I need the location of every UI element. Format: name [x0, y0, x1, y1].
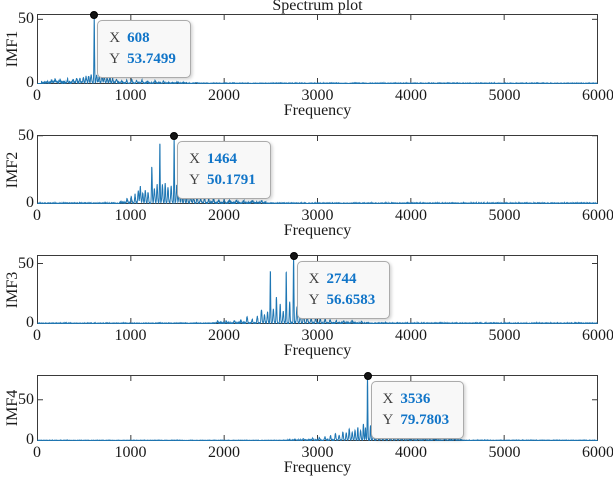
- x-tick-label: 4000: [395, 327, 427, 344]
- datatip-y-value: 53.7499: [127, 50, 176, 67]
- x-tick-label: 1000: [114, 207, 147, 224]
- x-tick-label: 5000: [488, 87, 521, 104]
- spectrum-chart-imf4: [37, 375, 598, 441]
- y-tick-label-50: 50: [18, 10, 34, 28]
- spectrum-chart-imf2: [37, 135, 598, 204]
- x-tick-label: 2000: [208, 327, 240, 344]
- x-tick-label: 4000: [395, 207, 427, 224]
- y-tick-label-50: 50: [18, 126, 34, 144]
- x-tick-label: 0: [33, 327, 41, 344]
- x-tick-label: 0: [33, 207, 41, 224]
- datatip[interactable]: X 3536 Y 79.7803: [370, 380, 465, 439]
- y-tick-label-50: 50: [18, 390, 34, 408]
- datatip-x-label: X: [189, 150, 200, 167]
- y-tick-label-0: 0: [26, 314, 34, 331]
- datatip-y-value: 56.6583: [326, 291, 376, 308]
- x-tick-label: 1000: [114, 87, 147, 104]
- y-tick-label-0: 0: [26, 74, 34, 91]
- x-tick-label: 6000: [582, 327, 613, 344]
- datatip-x-value: 3536: [400, 390, 431, 407]
- x-tick-labels: 0 1000 2000 3000 4000 5000 6000: [33, 207, 613, 224]
- x-tick-label: 5000: [488, 327, 521, 344]
- y-tick-label-0: 0: [26, 431, 34, 448]
- datatip[interactable]: X 1464 Y 50.1791: [177, 140, 271, 199]
- x-axis-label: Frequency: [283, 102, 352, 119]
- datatip-y-value: 79.7803: [400, 411, 450, 428]
- datatip-x-label: X: [308, 270, 320, 287]
- datatip-y-label: Y: [109, 50, 121, 67]
- peak-marker[interactable]: [170, 131, 179, 140]
- datatip-y-label: Y: [382, 411, 394, 428]
- datatip-y-label: Y: [189, 171, 200, 188]
- x-tick-label: 3000: [301, 87, 334, 104]
- x-tick-labels: 0 1000 2000 3000 4000 5000 6000: [33, 444, 613, 461]
- x-tick-label: 3000: [301, 444, 334, 461]
- datatip-y-value: 50.1791: [206, 171, 256, 188]
- x-tick-label: 1000: [114, 444, 147, 461]
- x-tick-label: 2000: [208, 207, 240, 224]
- x-tick-label: 2000: [208, 87, 240, 104]
- datatip-x-label: X: [382, 390, 394, 407]
- x-tick-label: 1000: [114, 327, 147, 344]
- datatip-x-value: 608: [127, 29, 150, 46]
- peak-marker[interactable]: [90, 10, 99, 19]
- x-tick-label: 4000: [395, 444, 427, 461]
- plot-area-imf2[interactable]: [37, 135, 598, 204]
- spectrum-line: [37, 255, 598, 324]
- figure-title: Spectrum plot: [272, 0, 363, 14]
- spectrum-line: [37, 135, 598, 204]
- y-tick-label-0: 0: [26, 194, 34, 211]
- spectrum-line: [37, 375, 598, 441]
- x-tick-label: 0: [33, 87, 41, 104]
- spectrum-line: [37, 14, 598, 84]
- datatip-x-label: X: [109, 29, 121, 46]
- datatip-x-value: 1464: [206, 150, 237, 167]
- x-tick-labels: 0 1000 2000 3000 4000 5000 6000: [33, 87, 613, 104]
- peak-marker[interactable]: [363, 371, 372, 380]
- x-tick-label: 5000: [488, 444, 521, 461]
- datatip-y-label: Y: [308, 291, 320, 308]
- x-tick-label: 6000: [582, 207, 613, 224]
- plot-area-imf4[interactable]: [37, 375, 598, 441]
- datatip[interactable]: X 2744 Y 56.6583: [296, 260, 391, 319]
- datatip[interactable]: X 608 Y 53.7499: [97, 19, 191, 78]
- x-tick-label: 4000: [395, 87, 427, 104]
- x-tick-label: 3000: [301, 327, 334, 344]
- y-tick-label-50: 50: [18, 254, 34, 272]
- datatip-x-value: 2744: [326, 270, 357, 287]
- x-tick-label: 5000: [488, 207, 521, 224]
- x-tick-label: 0: [33, 444, 41, 461]
- x-axis-label: Frequency: [283, 342, 352, 359]
- x-tick-label: 3000: [301, 207, 334, 224]
- x-tick-label: 2000: [208, 444, 240, 461]
- x-tick-labels: 0 1000 2000 3000 4000 5000 6000: [33, 327, 613, 344]
- peak-marker[interactable]: [289, 251, 298, 260]
- x-axis-label: Frequency: [283, 459, 352, 476]
- x-axis-label: Frequency: [283, 222, 352, 239]
- x-tick-label: 6000: [582, 87, 613, 104]
- x-tick-label: 6000: [582, 444, 613, 461]
